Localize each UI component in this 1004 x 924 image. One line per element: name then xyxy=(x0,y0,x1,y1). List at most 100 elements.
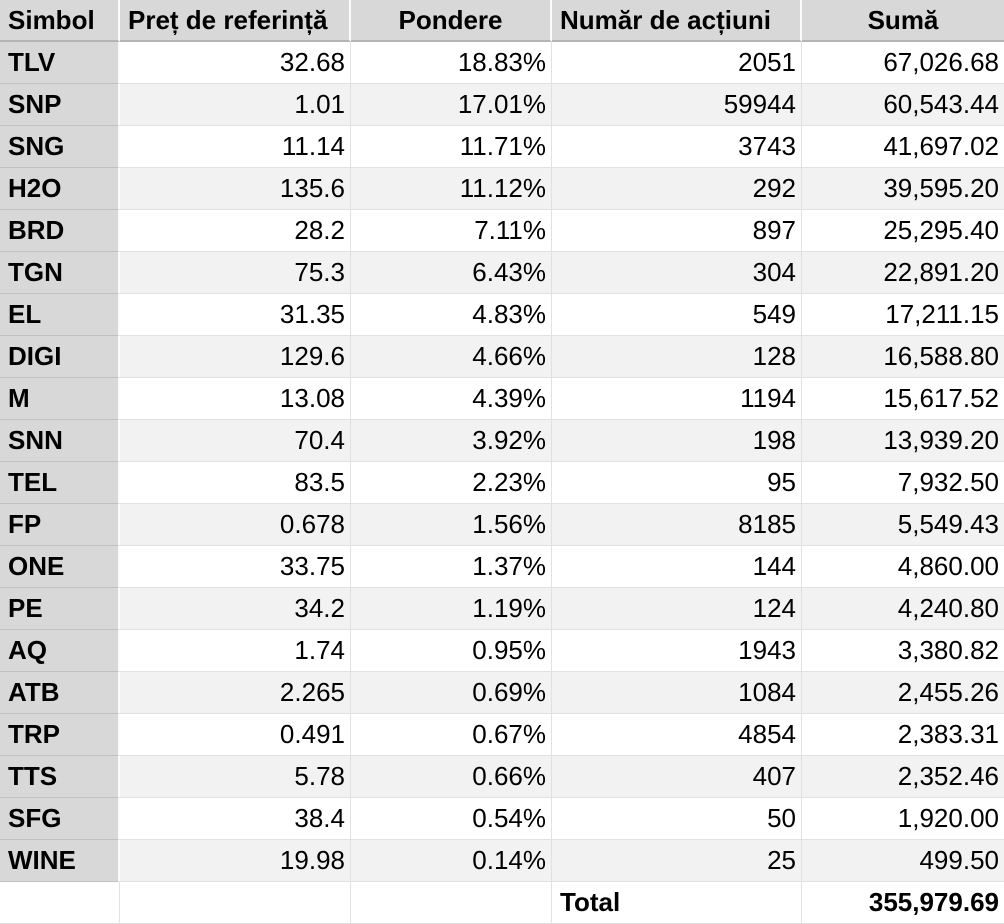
column-header-pondere[interactable]: Pondere xyxy=(351,0,552,42)
cell-shares[interactable]: 50 xyxy=(552,798,802,840)
cell-weight[interactable]: 0.66% xyxy=(351,756,552,798)
cell-price[interactable]: 129.6 xyxy=(120,336,351,378)
cell-shares[interactable]: 4854 xyxy=(552,714,802,756)
cell-shares[interactable]: 128 xyxy=(552,336,802,378)
cell-symbol[interactable]: AQ xyxy=(0,630,120,672)
cell-amount[interactable]: 15,617.52 xyxy=(802,378,1004,420)
cell-shares[interactable]: 144 xyxy=(552,546,802,588)
cell-amount[interactable]: 67,026.68 xyxy=(802,42,1004,84)
cell-symbol[interactable]: TLV xyxy=(0,42,120,84)
cell-weight[interactable]: 1.19% xyxy=(351,588,552,630)
cell-symbol[interactable]: ONE xyxy=(0,546,120,588)
cell-amount[interactable]: 4,860.00 xyxy=(802,546,1004,588)
cell-shares[interactable]: 25 xyxy=(552,840,802,882)
cell-symbol[interactable]: BRD xyxy=(0,210,120,252)
cell-weight[interactable]: 0.54% xyxy=(351,798,552,840)
cell-shares[interactable]: 1194 xyxy=(552,378,802,420)
cell-shares[interactable]: 3743 xyxy=(552,126,802,168)
cell-weight[interactable]: 11.12% xyxy=(351,168,552,210)
cell-price[interactable]: 38.4 xyxy=(120,798,351,840)
cell-weight[interactable]: 2.23% xyxy=(351,462,552,504)
cell-price[interactable]: 70.4 xyxy=(120,420,351,462)
cell-symbol[interactable]: SNG xyxy=(0,126,120,168)
cell-symbol[interactable]: H2O xyxy=(0,168,120,210)
cell-price[interactable]: 19.98 xyxy=(120,840,351,882)
cell-price[interactable]: 1.74 xyxy=(120,630,351,672)
cell-amount[interactable]: 2,352.46 xyxy=(802,756,1004,798)
cell-symbol[interactable]: FP xyxy=(0,504,120,546)
cell-shares[interactable]: 95 xyxy=(552,462,802,504)
cell-shares[interactable]: 1084 xyxy=(552,672,802,714)
cell-symbol[interactable]: TGN xyxy=(0,252,120,294)
cell-symbol[interactable]: SNP xyxy=(0,84,120,126)
cell-amount[interactable]: 4,240.80 xyxy=(802,588,1004,630)
cell-shares[interactable]: 59944 xyxy=(552,84,802,126)
cell-shares[interactable]: 1943 xyxy=(552,630,802,672)
cell-empty[interactable] xyxy=(0,882,120,924)
cell-symbol[interactable]: TRP xyxy=(0,714,120,756)
cell-amount[interactable]: 39,595.20 xyxy=(802,168,1004,210)
cell-price[interactable]: 135.6 xyxy=(120,168,351,210)
cell-symbol[interactable]: EL xyxy=(0,294,120,336)
column-header-simbol[interactable]: Simbol xyxy=(0,0,120,42)
cell-amount[interactable]: 41,697.02 xyxy=(802,126,1004,168)
cell-weight[interactable]: 0.95% xyxy=(351,630,552,672)
cell-price[interactable]: 33.75 xyxy=(120,546,351,588)
cell-weight[interactable]: 11.71% xyxy=(351,126,552,168)
cell-amount[interactable]: 60,543.44 xyxy=(802,84,1004,126)
cell-symbol[interactable]: ATB xyxy=(0,672,120,714)
cell-amount[interactable]: 1,920.00 xyxy=(802,798,1004,840)
cell-price[interactable]: 13.08 xyxy=(120,378,351,420)
cell-symbol[interactable]: SFG xyxy=(0,798,120,840)
cell-price[interactable]: 11.14 xyxy=(120,126,351,168)
cell-amount[interactable]: 3,380.82 xyxy=(802,630,1004,672)
cell-shares[interactable]: 8185 xyxy=(552,504,802,546)
cell-amount[interactable]: 13,939.20 xyxy=(802,420,1004,462)
cell-price[interactable]: 0.491 xyxy=(120,714,351,756)
cell-symbol[interactable]: DIGI xyxy=(0,336,120,378)
cell-shares[interactable]: 292 xyxy=(552,168,802,210)
cell-weight[interactable]: 4.39% xyxy=(351,378,552,420)
cell-empty[interactable] xyxy=(351,882,552,924)
cell-empty[interactable] xyxy=(120,882,351,924)
cell-amount[interactable]: 7,932.50 xyxy=(802,462,1004,504)
cell-weight[interactable]: 17.01% xyxy=(351,84,552,126)
column-header-pret-de-referinta[interactable]: Preț de referință xyxy=(120,0,351,42)
column-header-suma[interactable]: Sumă xyxy=(802,0,1004,42)
cell-shares[interactable]: 897 xyxy=(552,210,802,252)
total-value[interactable]: 355,979.69 xyxy=(802,882,1004,924)
cell-amount[interactable]: 16,588.80 xyxy=(802,336,1004,378)
cell-weight[interactable]: 18.83% xyxy=(351,42,552,84)
cell-price[interactable]: 31.35 xyxy=(120,294,351,336)
cell-weight[interactable]: 7.11% xyxy=(351,210,552,252)
cell-shares[interactable]: 198 xyxy=(552,420,802,462)
cell-amount[interactable]: 22,891.20 xyxy=(802,252,1004,294)
cell-price[interactable]: 0.678 xyxy=(120,504,351,546)
cell-amount[interactable]: 2,455.26 xyxy=(802,672,1004,714)
cell-weight[interactable]: 1.37% xyxy=(351,546,552,588)
cell-weight[interactable]: 1.56% xyxy=(351,504,552,546)
cell-amount[interactable]: 5,549.43 xyxy=(802,504,1004,546)
cell-weight[interactable]: 0.67% xyxy=(351,714,552,756)
cell-weight[interactable]: 0.14% xyxy=(351,840,552,882)
cell-weight[interactable]: 0.69% xyxy=(351,672,552,714)
cell-amount[interactable]: 17,211.15 xyxy=(802,294,1004,336)
cell-shares[interactable]: 124 xyxy=(552,588,802,630)
cell-amount[interactable]: 25,295.40 xyxy=(802,210,1004,252)
cell-weight[interactable]: 6.43% xyxy=(351,252,552,294)
cell-price[interactable]: 5.78 xyxy=(120,756,351,798)
cell-price[interactable]: 83.5 xyxy=(120,462,351,504)
cell-price[interactable]: 34.2 xyxy=(120,588,351,630)
cell-weight[interactable]: 4.66% xyxy=(351,336,552,378)
cell-symbol[interactable]: TEL xyxy=(0,462,120,504)
cell-price[interactable]: 75.3 xyxy=(120,252,351,294)
cell-shares[interactable]: 407 xyxy=(552,756,802,798)
cell-shares[interactable]: 2051 xyxy=(552,42,802,84)
cell-weight[interactable]: 4.83% xyxy=(351,294,552,336)
cell-price[interactable]: 1.01 xyxy=(120,84,351,126)
column-header-numar-de-actiuni[interactable]: Număr de acțiuni xyxy=(552,0,802,42)
cell-weight[interactable]: 3.92% xyxy=(351,420,552,462)
cell-price[interactable]: 32.68 xyxy=(120,42,351,84)
cell-price[interactable]: 2.265 xyxy=(120,672,351,714)
cell-shares[interactable]: 549 xyxy=(552,294,802,336)
